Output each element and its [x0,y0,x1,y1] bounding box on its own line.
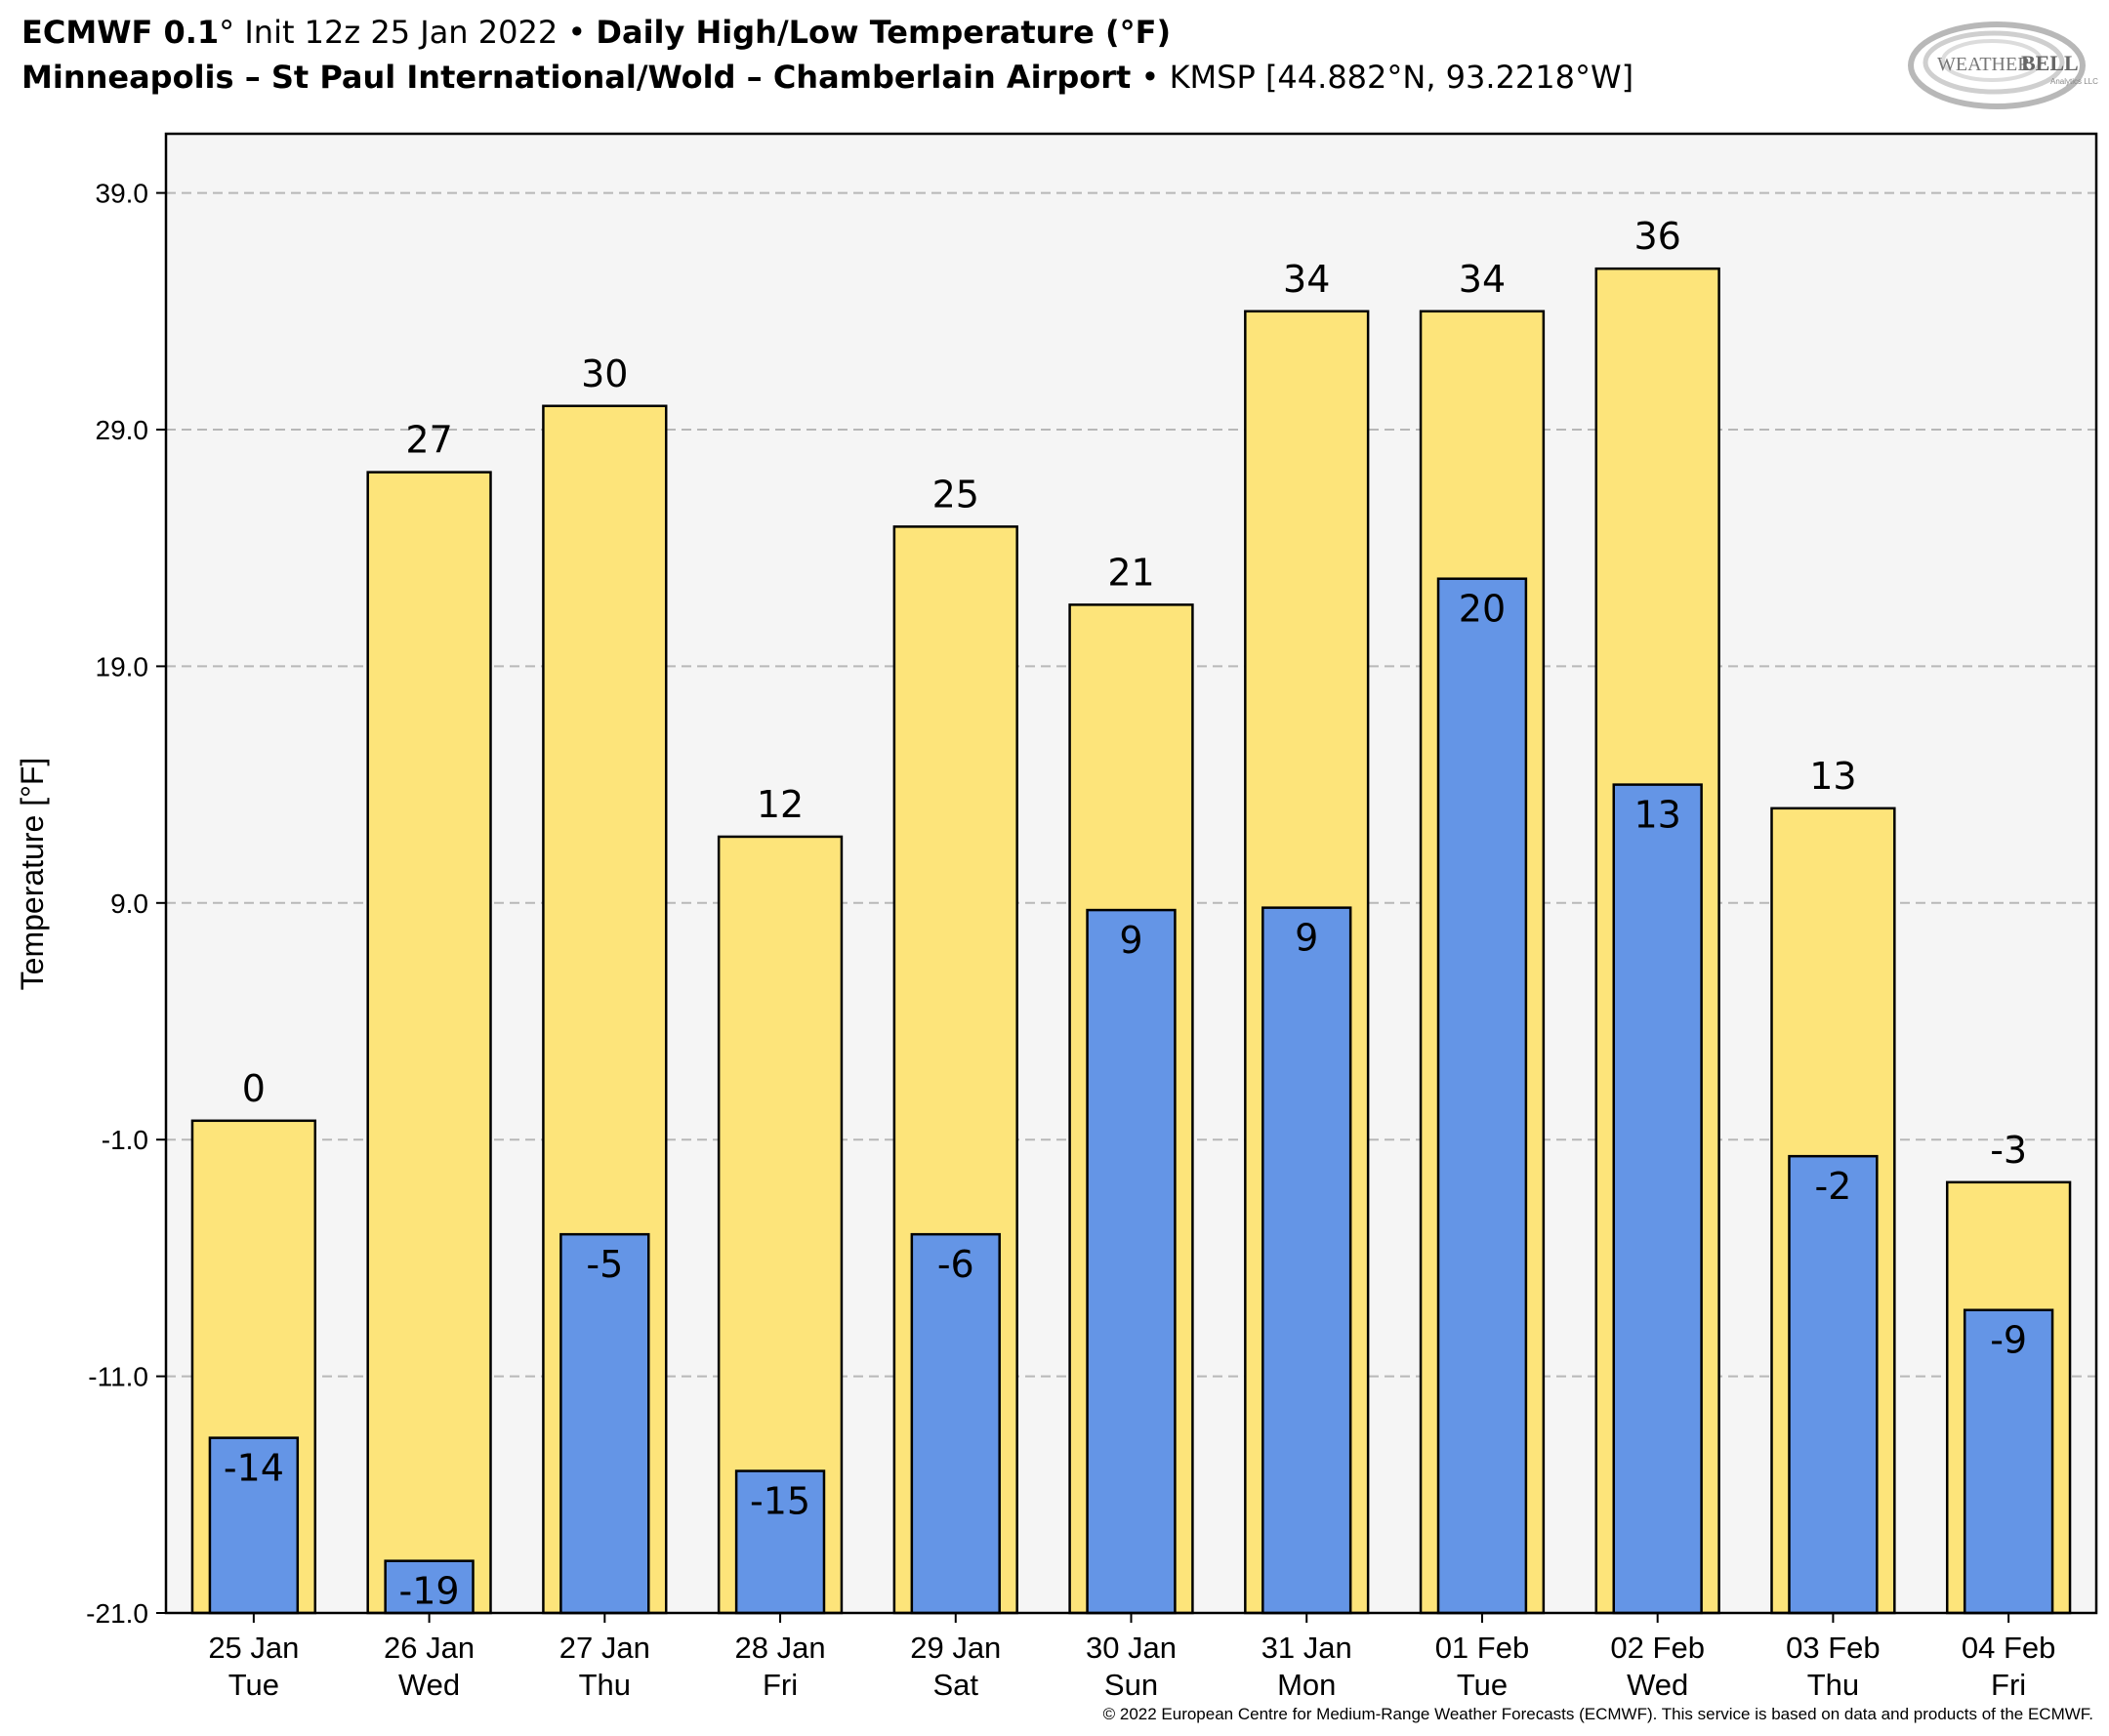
axes: -21.0-11.0-1.09.019.029.039.025 JanTue26… [86,132,2098,1702]
x-tick-day: Mon [1277,1668,1336,1702]
product-title: Daily High/Low Temperature (°F) [596,14,1172,51]
y-axis-label: Temperature [°F] [15,758,50,991]
y-tick-label: -21.0 [86,1598,148,1629]
x-tick-date: 04 Feb [1962,1631,2056,1665]
copyright-notice: © 2022 European Centre for Medium-Range … [1102,1705,2093,1723]
low-temp-label: -2 [1814,1165,1851,1208]
high-temp-label: 13 [1809,755,1856,798]
bars [190,267,2072,1615]
high-temp-label: 21 [1107,551,1154,594]
y-tick-label: 19.0 [96,651,149,682]
x-tick-day: Sat [933,1668,979,1702]
low-temp-bar [910,1232,1001,1615]
low-temp-bar [1436,577,1528,1615]
x-tick-date: 27 Jan [559,1631,650,1665]
station-info: KMSP [44.882°N, 93.2218°W] [1169,59,1634,96]
x-tick-day: Thu [579,1668,631,1702]
y-tick-label: 9.0 [110,889,148,919]
station-name: Minneapolis – St Paul International/Wold… [21,59,1132,96]
low-temp-label: 20 [1459,588,1506,631]
high-temp-label: 34 [1283,258,1330,301]
high-temp-label: -3 [1990,1129,2027,1172]
x-tick-date: 25 Jan [208,1631,299,1665]
y-tick-label: -11.0 [88,1362,148,1392]
low-temp-label: -15 [750,1480,810,1523]
logo-text-right: BELL [2021,51,2079,75]
x-tick-day: Thu [1807,1668,1859,1702]
x-tick-date: 03 Feb [1786,1631,1881,1665]
low-temp-bar [1788,1154,1879,1615]
low-temp-label: -14 [224,1447,284,1490]
low-temp-label: 9 [1119,919,1142,962]
low-temp-bar [1261,906,1352,1615]
header-line-1: ECMWF 0.1° Init 12z 25 Jan 2022 • Daily … [21,10,1877,55]
low-temp-label: 9 [1295,917,1318,960]
data-labels: 0 -14 27 -19 30 -5 12 -15 25 -6 21 9 34 9 34 20 36 13 13 -2… [224,215,2027,1613]
high-temp-label: 34 [1459,258,1506,301]
low-temp-bar [1612,783,1703,1615]
high-temp-bar [366,471,492,1615]
init-time: ° Init 12z 25 Jan 2022 [219,14,558,51]
x-tick-date: 28 Jan [735,1631,826,1665]
high-temp-label: 0 [242,1067,266,1110]
x-tick-day: Fri [763,1668,798,1702]
x-tick-date: 02 Feb [1610,1631,1705,1665]
low-temp-label: -6 [937,1243,974,1286]
model-name: ECMWF 0.1 [21,14,220,51]
high-temp-label: 25 [932,473,979,516]
low-temp-bar [559,1232,650,1615]
x-tick-date: 29 Jan [910,1631,1001,1665]
x-tick-day: Tue [228,1668,279,1702]
x-tick-day: Wed [1627,1668,1688,1702]
x-tick-date: 26 Jan [384,1631,475,1665]
low-temp-bar [384,1559,475,1615]
weatherbell-logo: WEATHER BELL Analytics LLC [1908,21,2098,109]
low-temp-label: 13 [1634,794,1681,837]
x-tick-date: 31 Jan [1261,1631,1352,1665]
x-tick-day: Tue [1457,1668,1508,1702]
bullet-separator: • [558,14,597,51]
high-temp-label: 12 [757,783,804,826]
bullet-separator: • [1131,59,1170,96]
y-tick-label: 39.0 [96,179,149,209]
low-temp-label: -19 [399,1570,460,1613]
x-tick-day: Fri [1991,1668,2026,1702]
x-tick-date: 30 Jan [1086,1631,1177,1665]
y-tick-label: 29.0 [96,415,149,445]
plot-frame [164,132,2098,1615]
high-temp-label: 36 [1634,215,1681,258]
chart-header: ECMWF 0.1° Init 12z 25 Jan 2022 • Daily … [21,10,1877,100]
header-line-2: Minneapolis – St Paul International/Wold… [21,55,1877,100]
logo-text-left: WEATHER [1937,54,2031,75]
x-tick-day: Wed [398,1668,460,1702]
logo-small-text: Analytics LLC [2050,77,2098,86]
low-temp-bar [1086,908,1177,1615]
x-tick-day: Sun [1104,1668,1158,1702]
high-temp-label: 27 [405,419,452,462]
high-temp-label: 30 [581,352,628,395]
low-temp-bar [734,1469,826,1615]
low-temp-label: -5 [586,1243,623,1286]
low-temp-label: -9 [1990,1319,2027,1362]
y-tick-label: -1.0 [102,1125,148,1155]
x-tick-date: 01 Feb [1435,1631,1530,1665]
